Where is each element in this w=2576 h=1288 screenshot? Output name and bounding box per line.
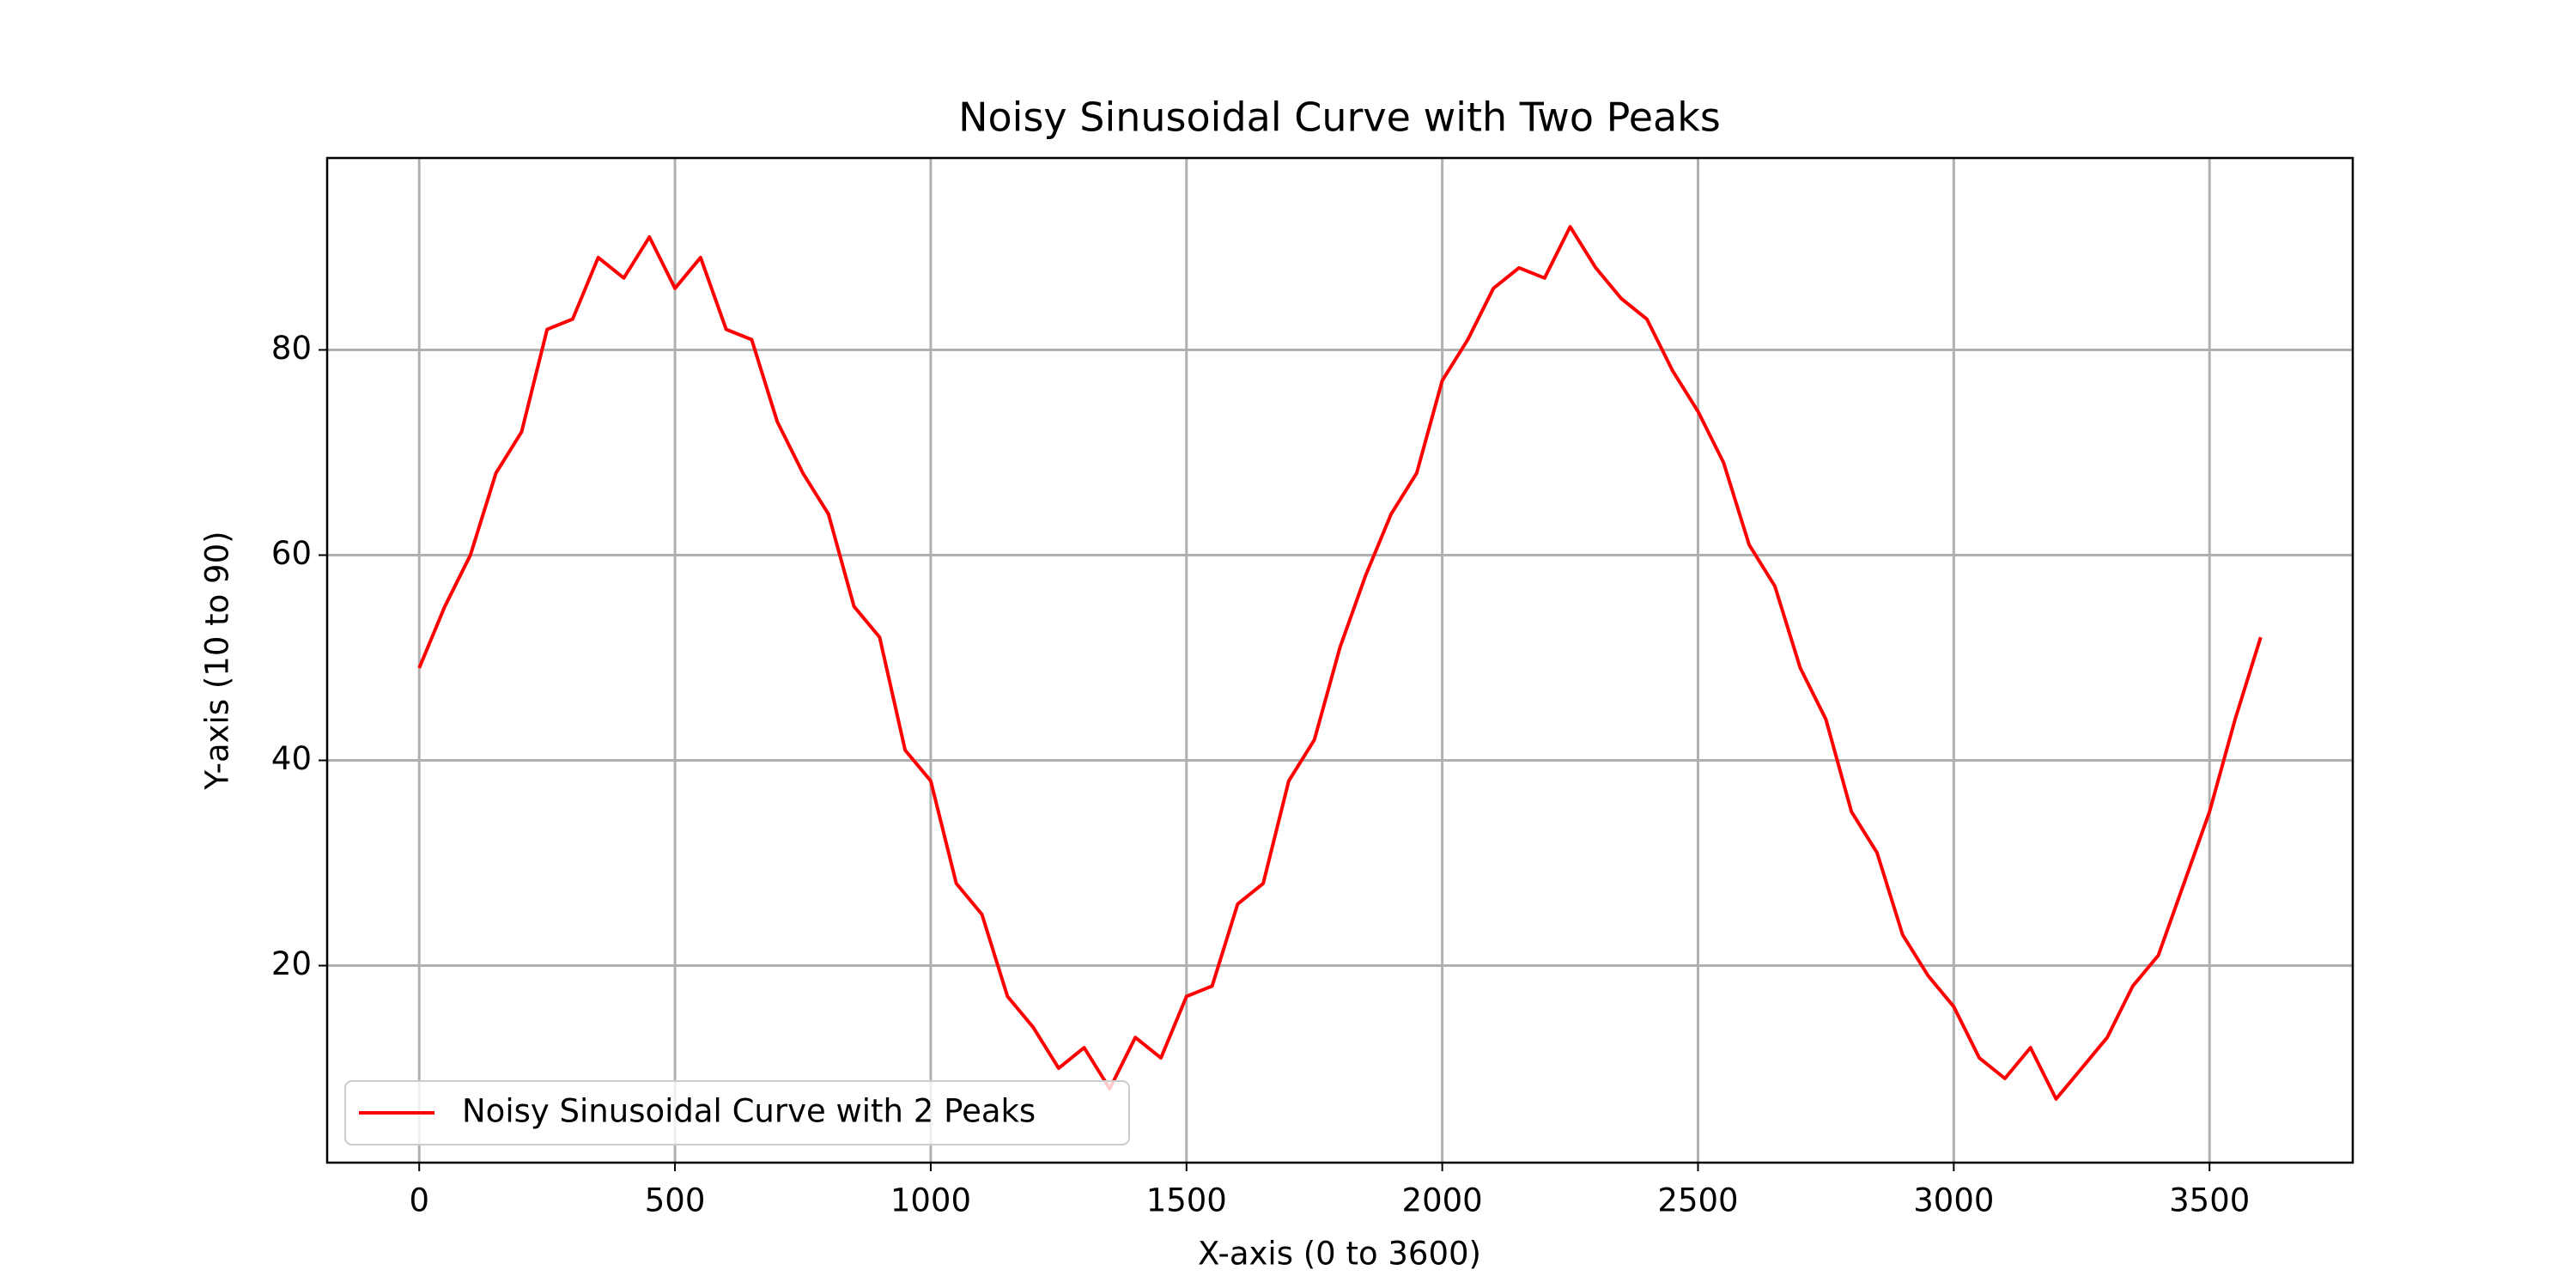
legend-label: Noisy Sinusoidal Curve with 2 Peaks bbox=[462, 1093, 1036, 1130]
x-tick-label: 1000 bbox=[890, 1182, 971, 1219]
y-axis-label: Y-axis (10 to 90) bbox=[199, 531, 236, 790]
x-tick-label: 1500 bbox=[1146, 1182, 1227, 1219]
data-line bbox=[417, 225, 2263, 1101]
x-tick-label: 3000 bbox=[1913, 1182, 1994, 1219]
x-tick-label: 500 bbox=[645, 1182, 706, 1219]
legend-box bbox=[344, 1080, 1130, 1145]
plot-frame bbox=[325, 156, 2354, 1164]
legend: Noisy Sinusoidal Curve with 2 Peaks bbox=[344, 1080, 1130, 1145]
y-tick-label: 80 bbox=[271, 330, 312, 367]
x-tick-label: 2000 bbox=[1402, 1182, 1483, 1219]
x-axis-label: X-axis (0 to 3600) bbox=[1198, 1236, 1481, 1273]
x-tick-label: 2500 bbox=[1657, 1182, 1738, 1219]
y-tick-label: 40 bbox=[271, 740, 312, 777]
x-tick-label: 3500 bbox=[2169, 1182, 2250, 1219]
y-tick-label: 20 bbox=[271, 945, 312, 982]
y-tick-label: 60 bbox=[271, 535, 312, 572]
chart-title: Noisy Sinusoidal Curve with Two Peaks bbox=[958, 94, 1721, 141]
x-tick-label: 0 bbox=[409, 1182, 429, 1219]
